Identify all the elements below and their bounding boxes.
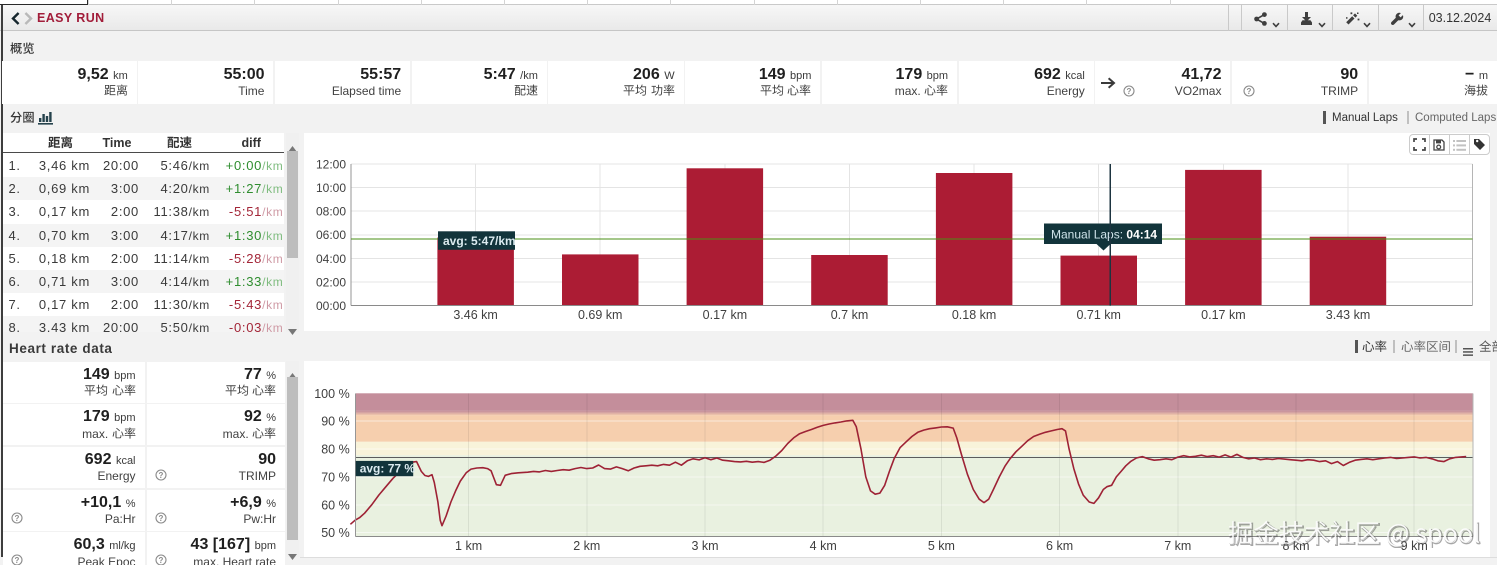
svg-text:00:00: 00:00: [316, 299, 346, 313]
svg-text:6 km: 6 km: [1046, 539, 1073, 553]
svg-text:100 %: 100 %: [314, 387, 349, 401]
svg-text:3.46 km: 3.46 km: [453, 308, 497, 322]
svg-text:?: ?: [1247, 87, 1252, 96]
svg-text:1 km: 1 km: [455, 539, 482, 553]
svg-text:60 %: 60 %: [321, 498, 350, 512]
svg-text:5 km: 5 km: [928, 539, 955, 553]
svg-text:?: ?: [14, 513, 19, 522]
svg-text:?: ?: [158, 556, 163, 565]
svg-text:0.17 km: 0.17 km: [703, 308, 747, 322]
svg-text:02:00: 02:00: [316, 275, 346, 289]
svg-text:10:00: 10:00: [316, 181, 346, 195]
svg-text:12:00: 12:00: [316, 158, 346, 172]
svg-text:2 km: 2 km: [573, 539, 600, 553]
svg-text:?: ?: [1127, 87, 1132, 96]
svg-text:avg: 77 %: avg: 77 %: [360, 462, 416, 476]
svg-text:7 km: 7 km: [1164, 539, 1191, 553]
svg-text:4 km: 4 km: [810, 539, 837, 553]
svg-text:3.43 km: 3.43 km: [1326, 308, 1370, 322]
svg-text:0.18 km: 0.18 km: [952, 308, 996, 322]
svg-text:Manual Laps: 04:14: Manual Laps: 04:14: [1051, 227, 1157, 241]
svg-text:0.69 km: 0.69 km: [578, 308, 622, 322]
svg-text:08:00: 08:00: [316, 205, 346, 219]
svg-text:9 km: 9 km: [1401, 539, 1428, 553]
svg-text:3 km: 3 km: [691, 539, 718, 553]
svg-text:0.17 km: 0.17 km: [1201, 308, 1245, 322]
svg-text:04:00: 04:00: [316, 252, 346, 266]
svg-text:06:00: 06:00: [316, 228, 346, 242]
svg-text:?: ?: [158, 513, 163, 522]
svg-text:?: ?: [158, 471, 163, 480]
svg-text:0.71 km: 0.71 km: [1076, 308, 1120, 322]
svg-text:?: ?: [14, 556, 19, 565]
svg-text:70 %: 70 %: [321, 470, 350, 484]
svg-text:0.7 km: 0.7 km: [831, 308, 869, 322]
svg-text:50 %: 50 %: [321, 526, 350, 540]
svg-text:avg: 5:47/km: avg: 5:47/km: [443, 234, 516, 248]
svg-text:80 %: 80 %: [321, 443, 350, 457]
svg-text:90 %: 90 %: [321, 415, 350, 429]
